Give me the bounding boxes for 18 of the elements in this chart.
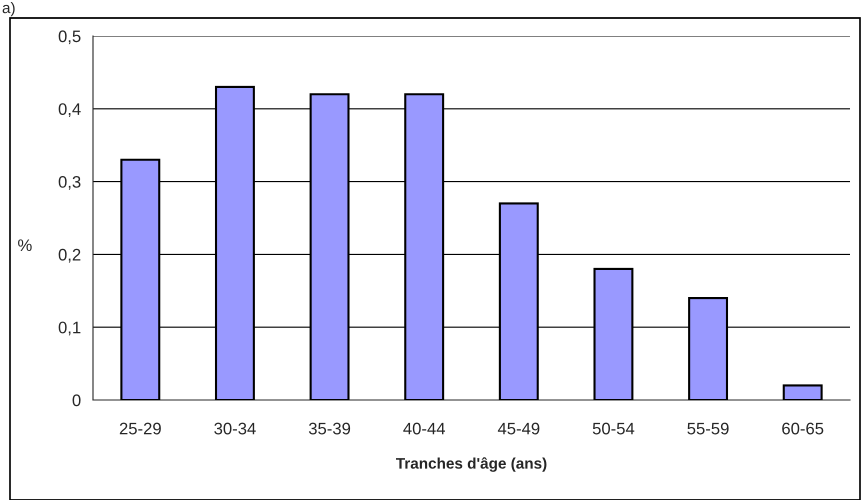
y-tick-label: 0 <box>72 394 81 406</box>
x-tick-label: 40-44 <box>403 422 446 434</box>
x-tick-label: 35-39 <box>308 422 350 434</box>
x-tick-label: 55-59 <box>687 422 729 434</box>
x-tick-label: 50-54 <box>592 422 634 434</box>
y-tick-label: 0,4 <box>58 103 81 117</box>
x-tick-label: 25-29 <box>120 422 161 434</box>
bar <box>782 384 823 400</box>
y-tick-label: 0,5 <box>58 30 80 44</box>
text: a) <box>2 2 15 16</box>
y-tick-label: 0,3 <box>58 176 80 190</box>
x-tick-label: 60-65 <box>782 422 824 434</box>
y-axis-title: % <box>18 239 32 252</box>
x-tick-label: 30-34 <box>214 422 256 434</box>
y-tick-label: 0,2 <box>58 248 80 263</box>
x-axis-title: Tranches d'âge (ans) <box>396 457 546 472</box>
x-tick-label: 45-49 <box>498 422 540 434</box>
y-tick-label: 0,1 <box>58 322 80 336</box>
